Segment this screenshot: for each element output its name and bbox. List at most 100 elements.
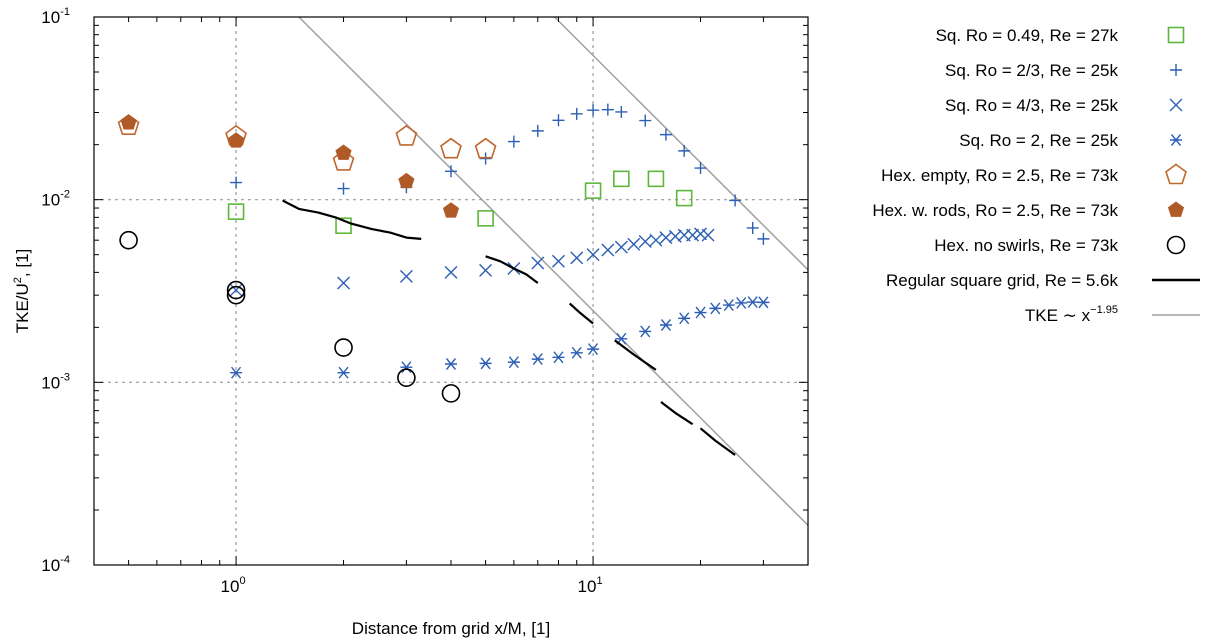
sq-ro-2-re-25k-point [709,302,722,315]
hex-w-rods-ro-2-5-re-73k-point [227,132,245,148]
sq-ro-2-3-re-25k-point [729,194,742,207]
sq-ro-2-3-re-25k-point [659,128,672,141]
y-tick-label: 10-4 [41,554,70,575]
hex-w-rods-ro-2-5-re-73k-point [442,202,460,218]
x-tick-label: 101 [578,575,603,596]
hex-no-swirls-re-73k-point [397,368,416,388]
axis-ticks: 100 101 10-4 10-3 10-2 10-1 [41,6,809,596]
sq-ro-2-re-25k-point [694,306,707,319]
sq-ro-4-3-re-25k-point [627,237,641,251]
sq-ro-2-3-re-25k-point [479,152,492,165]
legend-label-sq-ro-0-49-re-27k: Sq. Ro = 0.49, Re = 27k [936,26,1119,45]
hex-empty-ro-2-5-re-73k-point [440,137,462,159]
sq-ro-4-3-re-25k-point [701,228,715,242]
tke-x-1-95-line [298,17,808,526]
sq-ro-0-49-re-27k-point [477,210,494,227]
y-tick-label: 10-3 [41,371,70,392]
regular-square-grid-re-5-6k-segment [568,302,594,325]
legend-label-sq-ro-4-3-re-25k: Sq. Ro = 4/3, Re = 25k [945,96,1118,115]
legend-label-hex-no-swirls-re-73k: Hex. no swirls, Re = 73k [934,236,1118,255]
grid [94,17,808,565]
y-tick-label: 10-1 [41,6,70,27]
sq-ro-2-re-25k-point [531,353,544,366]
legend-marker-sq-ro-2-3-re-25k [1170,64,1182,76]
x-tick-label: 100 [221,575,246,596]
reference-lines [298,17,808,526]
hex-w-rods-ro-2-5-re-73k-point [335,144,352,160]
regular-square-grid-re-5-6k-segment [699,427,736,456]
legend-marker-hex-w-rods-ro-2-5-re-73k [1167,201,1185,217]
sq-ro-4-3-re-25k-point [570,251,584,265]
sq-ro-2-3-re-25k-point [337,182,350,195]
legend-marker-sq-ro-2-re-25k [1170,134,1182,146]
sq-ro-2-3-re-25k-point [615,105,628,118]
sq-ro-0-49-re-27k-point [584,182,602,199]
regular-square-grid-re-5-6k-segment [614,339,657,371]
y-axis-label: TKE/U2, [1] [12,249,32,334]
sq-ro-2-re-25k-point [678,312,691,325]
sq-ro-2-3-re-25k-point [507,135,520,148]
regular-square-grid-re-5-6k-segment [660,401,694,426]
legend: Sq. Ro = 0.49, Re = 27k Sq. Ro = 2/3, Re … [872,26,1200,325]
y-axis-label-base: TKE/U [13,283,32,333]
sq-ro-2-3-re-25k-point [678,144,691,157]
legend-marker-hex-empty-ro-2-5-re-73k [1165,163,1187,185]
legend-label-hex-w-rods-ro-2-5-re-73k: Hex. w. rods, Ro = 2.5, Re = 73k [872,201,1118,220]
y-axis-label-sup: 2 [12,277,24,283]
sq-ro-4-3-re-25k-point [531,256,545,270]
sq-ro-2-re-25k-point [230,366,243,379]
legend-marker-sq-ro-0-49-re-27k [1167,26,1185,44]
sq-ro-2-3-re-25k-point [694,162,707,175]
hex-empty-ro-2-5-re-73k-point [117,114,140,136]
hex-empty-ro-2-5-re-73k-point [332,149,355,171]
sq-ro-2-3-re-25k-point [531,124,544,137]
hex-empty-ro-2-5-re-73k-point [474,137,497,159]
plot-frame [93,16,809,566]
sq-ro-4-3-re-25k-point [399,269,413,283]
sq-ro-4-3-re-25k-point [479,263,493,277]
hex-w-rods-ro-2-5-re-73k-point [120,114,137,130]
hex-w-rods-ro-2-5-re-73k-point [398,172,415,189]
sq-ro-2-re-25k-point [639,325,652,338]
sq-ro-2-3-re-25k-point [587,104,600,117]
sq-ro-2-re-25k-point [445,358,457,370]
data-series [117,103,770,456]
legend-label-sq-ro-2-re-25k: Sq. Ro = 2, Re = 25k [959,131,1118,150]
hex-no-swirls-re-73k-point [441,384,461,403]
sq-ro-4-3-re-25k-point [614,240,628,254]
sq-ro-2-3-re-25k-point [445,165,457,178]
hex-no-swirls-re-73k-point [226,285,246,305]
legend-label-hex-empty-ro-2-5-re-73k: Hex. empty, Ro = 2.5, Re = 73k [881,166,1118,185]
sq-ro-2-re-25k-point [659,319,672,331]
regular-square-grid-re-5-6k-segment [485,255,539,284]
sq-ro-2-3-re-25k-point [639,114,652,127]
sq-ro-2-3-re-25k-point [570,107,583,120]
sq-ro-4-3-re-25k-point [601,243,615,257]
regular-square-grid-re-5-6k-segment [282,199,422,240]
sq-ro-4-3-re-25k-point [686,228,700,242]
sq-ro-2-3-re-25k-point [230,176,243,189]
legend-marker-sq-ro-4-3-re-25k [1169,98,1183,112]
sq-ro-4-3-re-25k-point [229,283,243,297]
sq-ro-2-re-25k-point [507,356,520,369]
hex-empty-ro-2-5-re-73k-point [395,124,418,146]
sq-ro-2-3-re-25k-point [601,103,614,116]
sq-ro-2-3-re-25k-point [746,221,759,234]
sq-ro-2-re-25k-point [552,351,565,364]
sq-ro-0-49-re-27k-point [675,189,693,207]
hex-no-swirls-re-73k-point [334,338,353,357]
sq-ro-2-re-25k-point [479,357,492,370]
legend-label-regular-square-grid-re-5-6k: Regular square grid, Re = 5.6k [886,271,1118,290]
sq-ro-4-3-re-25k-point [444,265,458,279]
legend-label-sq-ro-2-3-re-25k: Sq. Ro = 2/3, Re = 25k [945,61,1118,80]
tke-x-1-95-line [554,17,808,271]
legend-label-tke-x-1-95: TKE ∼ x−1.95 [1025,304,1118,325]
sq-ro-0-49-re-27k-point [335,217,352,235]
sq-ro-0-49-re-27k-point [227,203,245,220]
sq-ro-0-49-re-27k-point [647,170,665,188]
sq-ro-4-3-re-25k-point [638,235,652,249]
sq-ro-2-re-25k-point [722,299,735,311]
sq-ro-2-re-25k-point [587,343,600,356]
y-axis-label-rest: , [1] [13,249,32,277]
